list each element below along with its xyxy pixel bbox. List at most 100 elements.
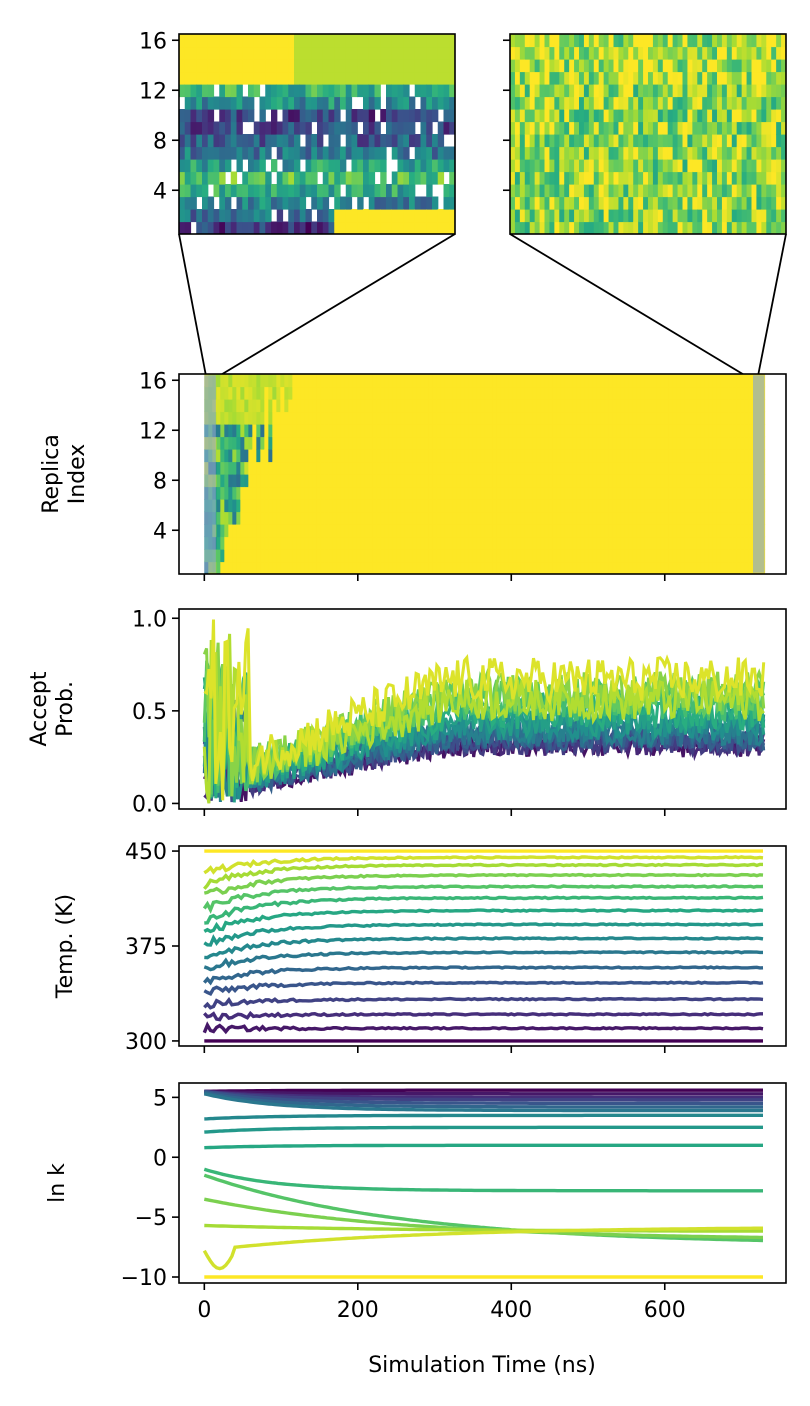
replica-index-cell — [636, 549, 642, 563]
replica-index-cell — [216, 424, 221, 438]
replica-index-cell — [584, 411, 590, 425]
zoom-right-cell — [721, 134, 728, 148]
accept-prob-lines — [202, 619, 766, 804]
replica-index-cell — [320, 536, 325, 550]
zoom-left-cell — [409, 209, 416, 223]
replica-index-cell — [648, 424, 654, 438]
replica-index-cell — [564, 386, 570, 400]
zoom-right-cell — [652, 171, 659, 185]
replica-index-cell — [544, 536, 550, 550]
zoom-right-cell — [598, 146, 605, 160]
replica-index-cell — [456, 536, 462, 550]
temperature-series-14 — [203, 862, 763, 890]
zoom-right-cell — [731, 34, 738, 48]
zoom-right-cell — [751, 59, 758, 73]
replica-index-cell — [440, 449, 446, 463]
replica-index-cell — [700, 474, 706, 488]
temperature-series-5 — [203, 980, 764, 996]
replica-index-cell — [412, 524, 417, 538]
replica-index-cell — [496, 399, 502, 413]
zoom-right-cell — [579, 134, 585, 148]
replica-index-cell — [224, 499, 229, 513]
zoom-left-cell — [397, 209, 404, 223]
replica-index-cell — [700, 536, 706, 550]
temperature-ytick-label: 300 — [125, 1030, 167, 1055]
zoom-right-cell — [766, 109, 772, 123]
zoom-right-cell — [638, 96, 644, 110]
zoom-right-cell — [519, 34, 526, 48]
replica-index-cell — [232, 536, 237, 550]
replica-index-cell — [504, 499, 510, 513]
zoom-right-cell — [652, 109, 659, 123]
zoom-right-cell — [702, 59, 708, 73]
zoom-left-cell — [184, 159, 192, 173]
zoom-left-cell — [409, 221, 416, 234]
zoom-right-cell — [692, 159, 698, 173]
zoom-right-cell — [672, 34, 679, 48]
replica-index-cell — [360, 474, 365, 488]
replica-index-cell — [496, 511, 502, 525]
replica-index-cell — [264, 549, 269, 563]
zoom-right-cell — [662, 159, 669, 173]
replica-index-cell — [676, 486, 682, 500]
replica-index-cell — [700, 411, 706, 425]
zoom-left-cell — [225, 71, 232, 85]
zoom-right-cell — [672, 59, 679, 73]
zoom-right-cell — [524, 146, 531, 160]
replica-index-cell — [576, 386, 582, 400]
replica-index-cell — [492, 424, 498, 438]
zoom-right-cell — [756, 134, 762, 148]
replica-index-cell — [240, 474, 245, 488]
replica-index-cell — [280, 474, 285, 488]
zoom-right-cell — [697, 134, 703, 148]
zoom-left-cell — [340, 84, 347, 98]
zoom-left-cell — [242, 71, 249, 85]
replica-index-cell — [584, 536, 590, 550]
zoom-right-cell — [677, 121, 684, 135]
replica-index-cell — [328, 374, 333, 388]
replica-index-cell — [560, 474, 566, 488]
zoom-right-cell — [534, 109, 541, 123]
replica-index-cell — [344, 561, 349, 574]
replica-index-cell — [272, 411, 277, 425]
zoom-right-cell — [554, 71, 560, 85]
zoom-right-cell — [608, 221, 615, 234]
replica-index-cell — [416, 536, 421, 550]
replica-index-cell — [452, 561, 458, 574]
replica-index-cell — [272, 449, 277, 463]
replica-index-cell — [440, 511, 446, 525]
replica-index-cell — [636, 511, 642, 525]
zoom-right-cell — [667, 184, 674, 198]
replica-index-cell — [324, 424, 329, 438]
replica-index-cell — [572, 411, 578, 425]
replica-index-cell — [400, 436, 405, 450]
zoom-left-ytick-label: 4 — [153, 179, 167, 204]
replica-index-cell — [484, 486, 490, 500]
replica-index-cell — [416, 424, 421, 438]
replica-index-cell — [240, 386, 245, 400]
zoom-right-cell — [756, 146, 762, 160]
zoom-left-cell — [179, 196, 186, 210]
replica-index-cell — [296, 511, 301, 525]
zoom-right-cell — [667, 159, 674, 173]
replica-index-cell — [516, 386, 522, 400]
replica-index-cell — [392, 511, 397, 525]
replica-index-cell — [700, 486, 706, 500]
replica-index-cell — [480, 524, 486, 538]
zoom-right-cell — [618, 109, 624, 123]
replica-index-cell — [512, 474, 518, 488]
zoom-right-cell — [618, 121, 624, 135]
replica-index-cell — [500, 399, 506, 413]
replica-index-cell — [248, 374, 253, 388]
replica-index-cell — [448, 511, 454, 525]
zoom-right-cell — [677, 34, 684, 48]
replica-index-cell — [260, 511, 265, 525]
zoom-right-cell — [564, 121, 570, 135]
zoom-right-cell — [736, 109, 743, 123]
zoom-right-cell — [534, 171, 541, 185]
zoom-right-cell — [588, 46, 595, 60]
replica-index-cell — [404, 449, 409, 463]
replica-index-cell — [512, 399, 518, 413]
zoom-right-cell — [579, 71, 585, 85]
